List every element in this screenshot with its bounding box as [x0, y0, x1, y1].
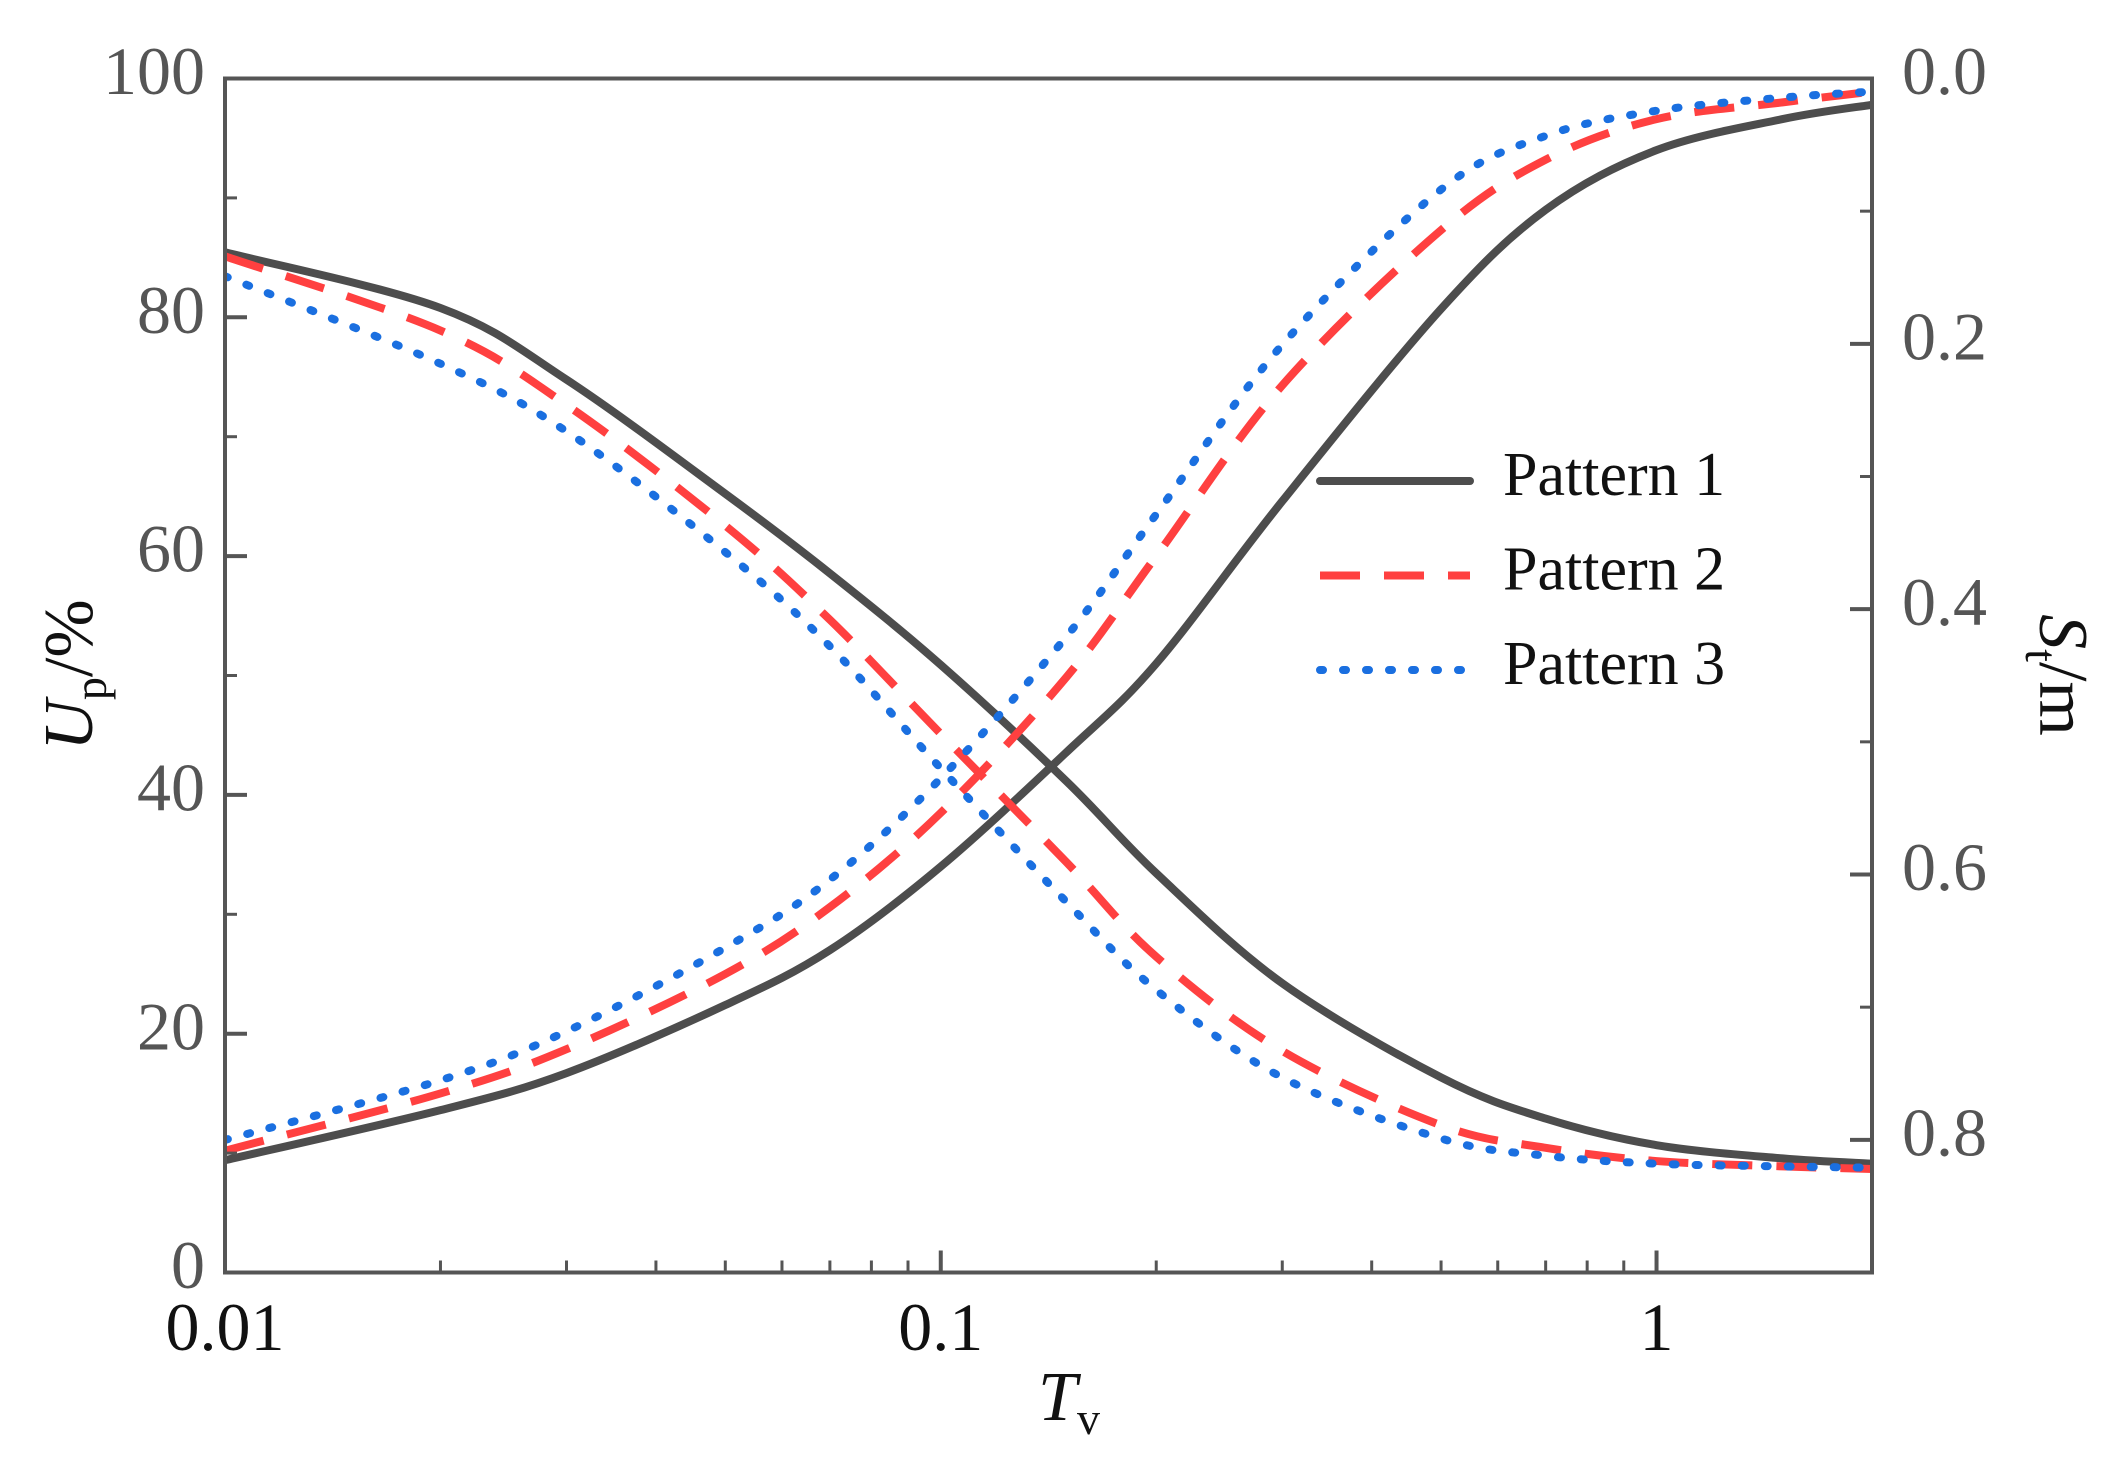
y-tick-label: 0 [171, 1227, 205, 1303]
up-line [225, 87, 1872, 1144]
y2-tick-label: 0.2 [1902, 298, 1987, 374]
y-tick-label: 60 [137, 511, 205, 587]
y2-label-main: S [2024, 614, 2101, 649]
x-tick-label: 0.1 [898, 1289, 983, 1365]
x-axis-label: Tv [1038, 1359, 1100, 1444]
st-line [225, 248, 1872, 1168]
st-line [225, 272, 1872, 1172]
y-label-sub: p [65, 677, 116, 700]
y2-label-sub: t [2016, 649, 2067, 662]
st-line [225, 252, 1872, 1174]
y-tick-label: 100 [103, 33, 205, 109]
y-tick-label: 20 [137, 988, 205, 1064]
up-line [225, 87, 1872, 1155]
legend-label: Pattern 2 [1503, 536, 1725, 604]
y-label-main: U [31, 696, 108, 751]
y2-tick-label: 0.8 [1902, 1094, 1987, 1170]
y2-tick-label: 0.6 [1902, 829, 1987, 905]
x-tick-label: 0.01 [166, 1289, 285, 1365]
legend-label: Pattern 3 [1503, 630, 1725, 698]
legend-label: Pattern 1 [1503, 441, 1725, 509]
y-axis-label: Up/% [31, 599, 116, 750]
y-tick-label: 40 [137, 750, 205, 826]
x-tick-label: 1 [1640, 1289, 1674, 1365]
y2-label-unit: /m [2024, 662, 2101, 736]
y-tick-label: 80 [137, 272, 205, 348]
x-label-sub: v [1077, 1393, 1100, 1444]
up-line [225, 100, 1872, 1165]
y2-tick-label: 0.0 [1902, 33, 1987, 109]
y2-tick-label: 0.4 [1902, 564, 1987, 640]
y2-axis-label: St/m [2016, 614, 2101, 736]
x-label-main: T [1038, 1359, 1082, 1436]
y-label-unit: /% [31, 599, 108, 677]
